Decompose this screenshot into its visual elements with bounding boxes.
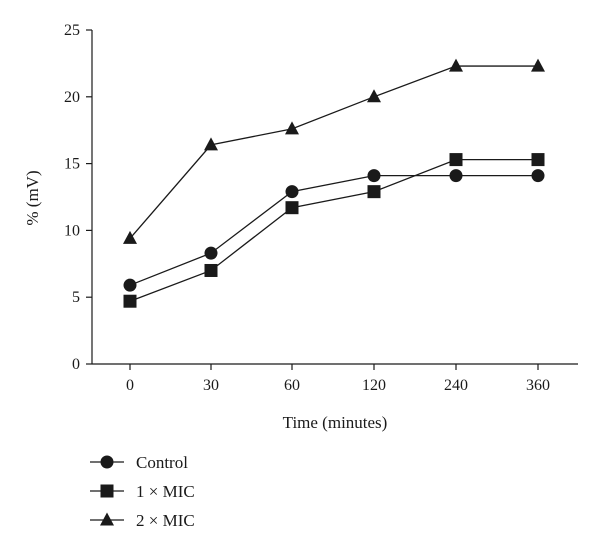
series-2 <box>123 153 545 308</box>
x-tick-label: 240 <box>444 377 468 394</box>
legend-item: Control <box>90 453 188 472</box>
y-tick-label: 20 <box>64 89 80 106</box>
y-tick-label: 10 <box>64 222 80 239</box>
series-line <box>129 65 538 239</box>
x-tick-label: 360 <box>526 377 550 394</box>
data-point-square <box>285 201 299 215</box>
y-tick-label: 25 <box>64 22 80 39</box>
data-point-triangle <box>123 230 137 244</box>
legend-marker-triangle <box>100 512 114 526</box>
y-tick-label: 15 <box>64 156 80 173</box>
x-tick-label: 0 <box>126 377 134 394</box>
series-group <box>123 58 545 308</box>
legend-label: 1 × MIC <box>136 482 195 501</box>
x-tick-label: 30 <box>203 377 219 394</box>
data-point-triangle <box>204 137 218 151</box>
legend-label: 2 × MIC <box>136 511 195 530</box>
legend: Control 1 × MIC 2 × MIC <box>90 453 195 530</box>
data-point-square <box>531 153 545 167</box>
data-point-triangle <box>285 121 299 135</box>
y-tick-label: 0 <box>72 356 80 373</box>
x-tick-label: 60 <box>284 377 300 394</box>
series-line <box>129 158 538 302</box>
y-tick-label: 5 <box>72 289 80 306</box>
legend-label: Control <box>136 453 188 472</box>
series-3 <box>123 58 545 244</box>
data-point-circle <box>285 185 299 199</box>
data-point-square <box>204 263 218 277</box>
data-point-circle <box>367 169 381 183</box>
data-point-triangle <box>449 58 463 72</box>
data-point-square <box>367 185 381 199</box>
series-line <box>129 174 538 286</box>
legend-marker-circle <box>100 455 114 469</box>
y-axis-title: % (mV) <box>23 170 42 225</box>
data-point-triangle <box>367 89 381 103</box>
data-point-circle <box>531 169 545 183</box>
data-point-circle <box>123 278 137 292</box>
x-tick-label: 120 <box>362 377 386 394</box>
data-point-square <box>449 153 463 167</box>
data-point-circle <box>204 246 218 260</box>
data-point-square <box>123 294 137 308</box>
legend-item: 1 × MIC <box>90 482 195 501</box>
series-1 <box>123 169 545 292</box>
data-point-triangle <box>531 58 545 72</box>
legend-item: 2 × MIC <box>90 511 195 530</box>
legend-marker-square <box>100 484 114 498</box>
axes: 0 5 10 15 20 25 0 30 60 120 240 360 <box>64 22 578 394</box>
x-axis-title: Time (minutes) <box>283 413 388 432</box>
data-point-circle <box>449 169 463 183</box>
